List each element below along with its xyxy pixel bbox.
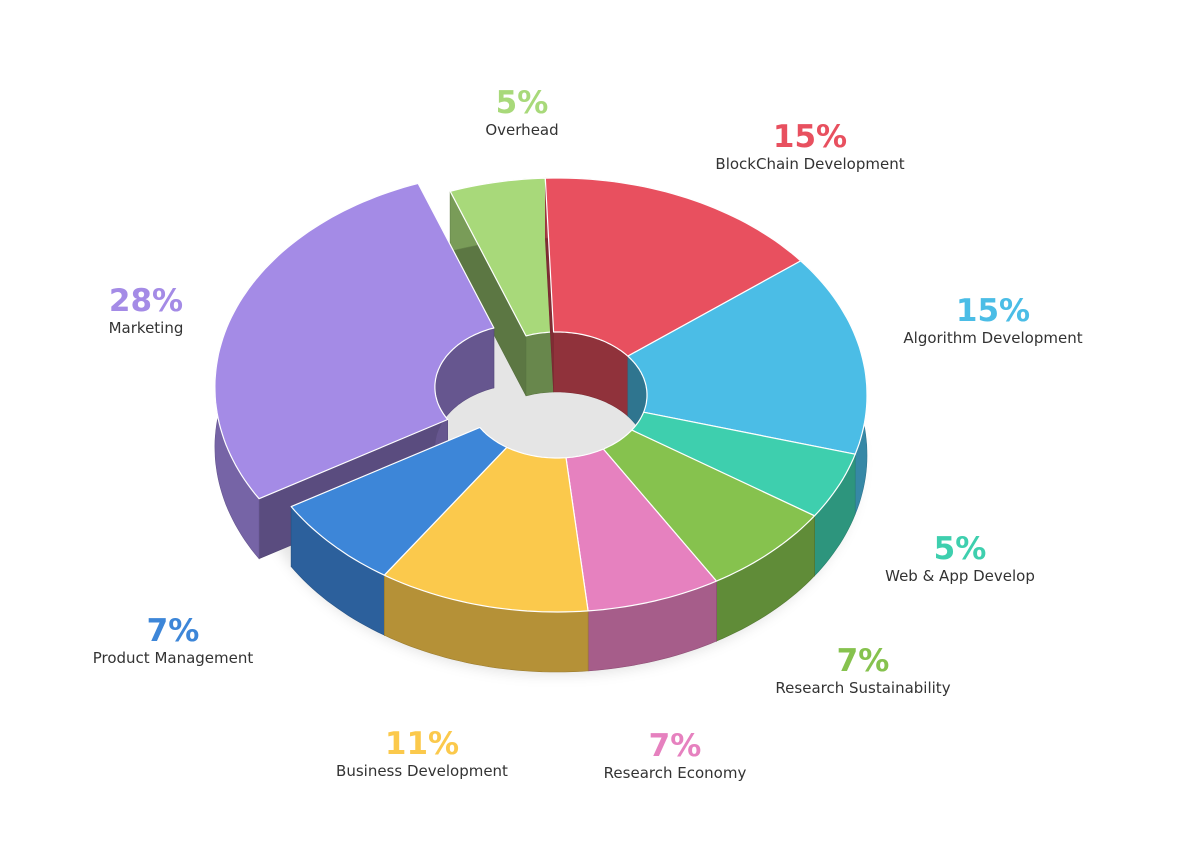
slice-percent-label: 5%: [933, 531, 987, 567]
slice-label: 7% Research Economy: [604, 729, 747, 783]
slice-percent-label: 5%: [495, 85, 549, 121]
slice-name-label: Research Sustainability: [775, 679, 951, 697]
slice-research-economy: [565, 448, 718, 672]
slice-percent-label: 7%: [146, 613, 200, 649]
slice-label: 5% Web & App Develop: [885, 532, 1035, 586]
slice-label: 5% Overhead: [485, 86, 558, 140]
slice-name-label: Algorithm Development: [903, 329, 1083, 347]
slice-top: [383, 446, 589, 613]
slice-label: 28% Marketing: [109, 284, 184, 338]
slice-name-label: Overhead: [485, 121, 559, 139]
slice-top: [290, 426, 508, 576]
slice-percent-label: 7%: [648, 728, 702, 764]
slice-label: 7% Product Management: [93, 614, 254, 668]
slice-inner-wall: [525, 331, 554, 397]
slice-name-label: BlockChain Development: [715, 155, 905, 173]
slice-overhead: [449, 177, 555, 397]
slice-percent-label: 7%: [836, 643, 890, 679]
slice-percent-label: 15%: [955, 293, 1031, 329]
slice-name-label: Marketing: [108, 319, 184, 337]
slice-name-label: Web & App Develop: [885, 567, 1035, 585]
slice-label: 15% Algorithm Development: [903, 294, 1082, 348]
slice-name-label: Business Development: [336, 762, 508, 780]
slice-top: [214, 182, 495, 500]
slice-name-label: Research Economy: [603, 764, 747, 782]
slice-percent-label: 28%: [108, 283, 184, 319]
slice-name-label: Product Management: [92, 649, 254, 667]
slice-label: 11% Business Development: [336, 727, 508, 781]
slice-label: 7% Research Sustainability: [775, 644, 950, 698]
slice-percent-label: 15%: [772, 119, 848, 155]
slice-label: 15% BlockChain Development: [715, 120, 904, 174]
slice-percent-label: 11%: [384, 726, 460, 762]
slice-business-development: [383, 446, 589, 673]
